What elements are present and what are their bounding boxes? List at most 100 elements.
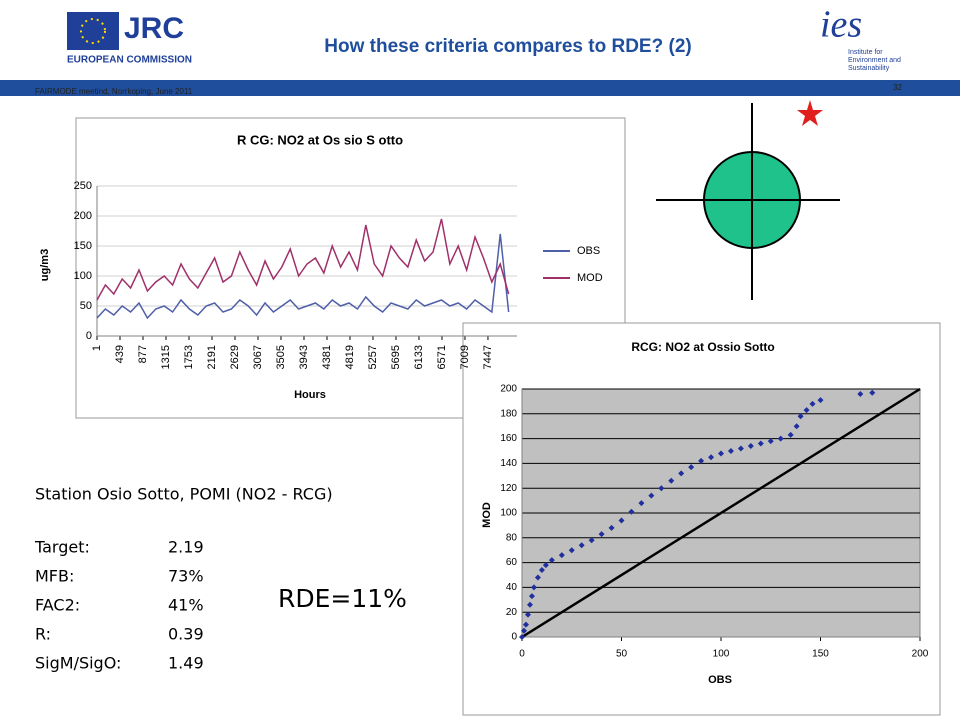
point [698,457,705,464]
stat-label: Target: [34,538,90,557]
x-tick-label: 100 [713,649,730,660]
point [747,443,754,450]
point [727,448,734,454]
x-tick-label: 2191 [206,345,218,369]
y-tick-label: 140 [500,458,517,469]
point [538,567,545,574]
x-tick-label: 3505 [275,345,287,369]
rde: RDE=11% [278,584,407,613]
x-tick-label: 0 [519,649,525,660]
y-tick-label: 40 [506,582,518,593]
stat-label: SigM/SigO: [35,654,121,673]
y-tick-label: 150 [74,240,92,252]
point [803,407,810,414]
page-number: 32 [893,83,902,92]
eu-stars [80,18,106,44]
x-tick-label: 4819 [344,345,356,369]
stat-label: R: [35,625,51,644]
x-axis-label: OBS [708,674,732,686]
point [678,470,685,477]
x-axis-label: Hours [294,389,326,401]
commission: EUROPEAN COMMISSION [67,55,192,66]
institute: Institute for [848,49,883,56]
x-tick-label: 5257 [367,345,379,369]
y-tick-label: 80 [506,532,518,543]
series-line [96,233,510,320]
x-tick-label: 6571 [436,345,448,369]
y-axis-label: MOD [481,502,493,528]
point [869,389,876,396]
chart-title: RCG: NO2 at Ossio Sotto [631,340,774,354]
point [817,397,824,404]
y-tick-label: 20 [506,607,518,618]
point [519,634,525,640]
point [526,601,533,608]
point [530,584,537,591]
x-tick-label: 7447 [482,345,494,369]
point [668,477,675,484]
point [658,485,665,492]
point [618,517,625,524]
point [598,531,605,538]
stat-value: 41% [168,596,204,615]
y-tick-label: 250 [74,180,92,192]
y-tick-label: 180 [500,408,517,419]
x-tick-label: 3067 [252,345,264,369]
x-tick-label: 1315 [160,345,172,369]
point [708,454,715,461]
point [558,552,565,559]
point [638,500,645,507]
y-tick-label: 200 [74,210,92,222]
point [737,445,744,452]
x-tick-label: 7009 [459,345,471,369]
station: Station Osio Sotto, POMI (NO2 - RCG) [35,485,333,504]
chart-title: R CG: NO2 at Os sio S otto [237,132,403,147]
point [648,492,655,499]
y-tick-label: 100 [74,270,92,282]
point [534,574,541,581]
x-tick-label: 6133 [413,345,425,369]
x-tick-label: 1 [91,345,103,351]
point [542,562,549,569]
slide-title: How these criteria compares to RDE? (2) [324,36,691,57]
institute: Environment and [848,57,901,64]
stat-value: 0.39 [168,625,204,644]
point [522,621,529,628]
legend-label: MOD [577,272,603,284]
ies-logo: ies [820,4,862,46]
point [528,593,535,600]
point [793,423,800,430]
x-tick-label: 5695 [390,345,402,369]
y-tick-label: 160 [500,433,517,444]
point [578,542,585,549]
y-tick-label: 200 [500,384,517,395]
stat-label: MFB: [35,567,74,586]
header-bar [0,80,960,96]
y-tick-label: 120 [500,483,517,494]
jrc-logo: JRC [124,12,184,45]
x-tick-label: 200 [912,649,929,660]
y-tick-label: 0 [511,632,517,643]
point [787,431,794,438]
x-tick-label: 50 [616,649,628,660]
stat-label: FAC2: [35,596,80,615]
point [777,435,784,442]
y-tick-label: 50 [80,300,92,312]
point [548,557,555,564]
eu-flag [67,12,119,50]
y-tick-label: 60 [506,557,518,568]
x-tick-label: 439 [114,345,126,363]
series-line [96,218,510,301]
point [608,524,615,531]
y-tick-label: 100 [500,508,517,519]
point [524,611,531,618]
stat-value: 73% [168,567,204,586]
point [857,390,864,397]
point [628,508,635,515]
reference-line [521,387,921,639]
x-tick-label: 1753 [183,345,195,369]
point [588,537,595,544]
y-axis-label: ug/m3 [39,249,51,281]
